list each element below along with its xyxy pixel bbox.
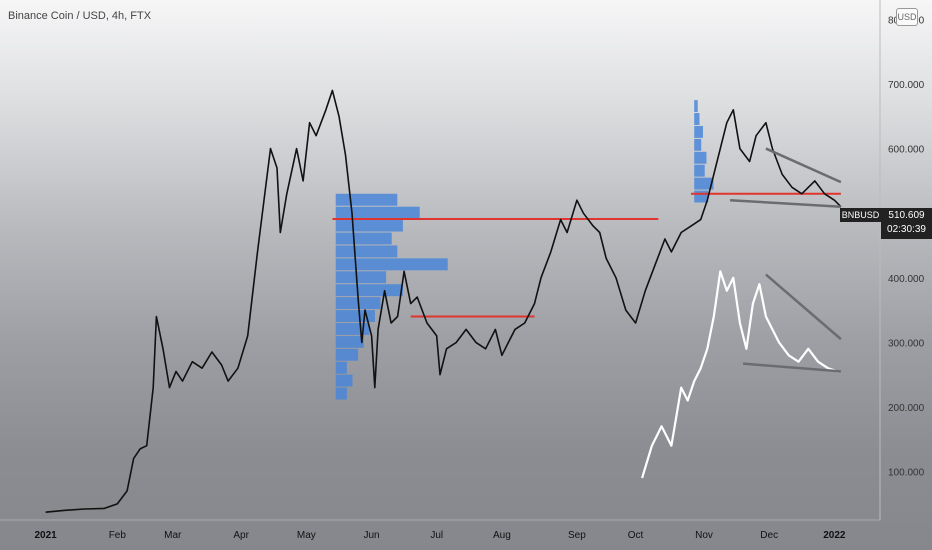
profile-bin — [694, 177, 714, 190]
profile-bin — [694, 113, 700, 125]
price-series — [45, 89, 842, 513]
profile-bin — [694, 138, 702, 151]
wedge-lower-line — [730, 199, 841, 208]
x-tick-label: Aug — [493, 530, 511, 541]
x-tick-label: 2021 — [35, 530, 58, 541]
wedge-lower-line — [743, 362, 841, 373]
symbol-tag: BNBUSD — [840, 208, 881, 222]
profile-bin — [335, 232, 392, 245]
fractal-line — [641, 270, 838, 479]
profile-bin — [694, 125, 703, 138]
wedge-lines — [730, 147, 842, 373]
profile-bin — [335, 374, 353, 387]
price-line — [45, 89, 842, 513]
y-tick-label: 600.000 — [888, 145, 925, 156]
last-price-label: 510.609 — [888, 210, 925, 221]
profile-bin — [335, 322, 370, 335]
profile-bin — [694, 190, 709, 203]
x-tick-label: Feb — [109, 530, 127, 541]
y-tick-label: 200.000 — [888, 403, 925, 414]
y-axis: 100.000200.000300.000400.000500.000600.0… — [879, 0, 925, 520]
profile-bin — [335, 348, 359, 361]
profile-bin — [694, 100, 698, 113]
wedge-upper-line — [765, 147, 842, 184]
chart-title: Binance Coin / USD, 4h, FTX — [8, 10, 152, 22]
x-tick-label: May — [297, 530, 316, 541]
profile-bin — [335, 258, 448, 271]
profile-bin — [335, 245, 398, 258]
profile-bin — [335, 206, 420, 219]
profile-bin — [335, 284, 403, 297]
x-tick-label: Dec — [760, 530, 778, 541]
profile-bin — [335, 219, 403, 232]
x-tick-label: 2022 — [823, 530, 846, 541]
x-axis: 2021 Feb Mar Apr May Jun Jul Aug Sep Oct Nov Dec 202… — [0, 519, 880, 541]
x-tick-label: Jul — [430, 530, 443, 541]
y-tick-label: 400.000 — [888, 274, 925, 285]
x-tick-label: Sep — [568, 530, 586, 541]
currency-button[interactable]: USD — [896, 8, 918, 26]
fractal-series — [641, 270, 838, 479]
x-tick-label: Apr — [233, 530, 249, 541]
last-price-tag: 510.609 02:30:39 — [881, 208, 932, 239]
x-tick-label: Mar — [164, 530, 182, 541]
profile-bin — [335, 335, 364, 348]
y-tick-label: 300.000 — [888, 338, 925, 349]
x-tick-label: Jun — [363, 530, 379, 541]
profile-bin — [694, 151, 707, 164]
volume-profiles — [335, 100, 714, 400]
wedge-upper-line — [765, 273, 842, 341]
profile-bin — [335, 310, 375, 322]
profile-bin — [335, 271, 387, 284]
profile-bin — [335, 361, 347, 374]
x-tick-label: Nov — [695, 530, 713, 541]
profile-bin — [335, 387, 347, 400]
profile-bin — [335, 193, 398, 206]
y-tick-label: 700.000 — [888, 80, 925, 91]
horizontal-levels — [332, 192, 841, 318]
x-tick-label: Oct — [628, 530, 644, 541]
countdown-label: 02:30:39 — [887, 224, 926, 235]
profile-bin — [694, 164, 705, 177]
y-tick-label: 100.000 — [888, 468, 925, 479]
